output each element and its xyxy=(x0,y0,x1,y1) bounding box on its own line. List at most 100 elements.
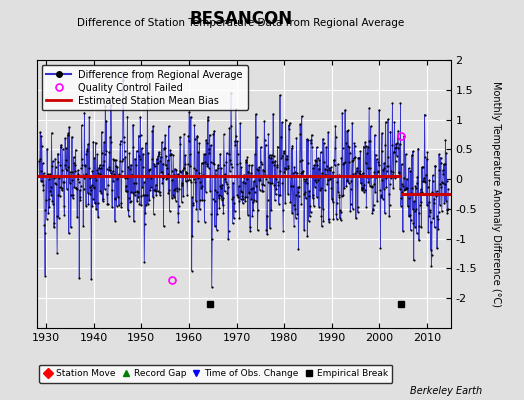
Point xyxy=(300,191,309,197)
Point xyxy=(97,189,105,196)
Point xyxy=(149,123,157,129)
Point xyxy=(155,149,163,155)
Point xyxy=(364,179,373,185)
Point xyxy=(75,193,84,200)
Point xyxy=(118,158,126,165)
Point xyxy=(75,275,83,281)
Point xyxy=(213,188,221,195)
Point xyxy=(398,189,407,196)
Point xyxy=(80,175,88,181)
Point xyxy=(331,145,339,151)
Point xyxy=(288,142,297,149)
Point xyxy=(222,150,231,156)
Point xyxy=(178,180,186,186)
Point xyxy=(60,203,68,210)
Point xyxy=(324,129,332,135)
Point xyxy=(418,188,427,195)
Point xyxy=(289,202,298,208)
Point xyxy=(374,168,382,174)
Point xyxy=(155,189,163,195)
Point xyxy=(65,124,73,130)
Point xyxy=(119,133,128,140)
Point xyxy=(368,210,377,217)
Point xyxy=(95,164,103,171)
Point xyxy=(334,161,342,168)
Point xyxy=(125,150,134,157)
Point xyxy=(417,224,425,231)
Point xyxy=(182,172,191,178)
Point xyxy=(78,162,86,168)
Point xyxy=(245,190,254,196)
Point xyxy=(241,179,249,186)
Point xyxy=(142,202,150,208)
Point xyxy=(138,184,146,191)
Point xyxy=(438,179,446,186)
Point xyxy=(101,151,109,158)
Point xyxy=(132,162,140,168)
Point xyxy=(164,190,172,196)
Point xyxy=(330,157,338,164)
Point xyxy=(401,186,409,192)
Point xyxy=(261,142,270,148)
Point xyxy=(296,131,304,137)
Point xyxy=(320,159,329,166)
Point xyxy=(313,162,322,168)
Point xyxy=(49,158,57,164)
Point xyxy=(258,188,267,194)
Point xyxy=(260,118,268,124)
Point xyxy=(343,128,351,134)
Point xyxy=(153,159,161,166)
Point xyxy=(372,174,380,181)
Point xyxy=(199,160,208,166)
Point xyxy=(203,117,212,124)
Point xyxy=(71,146,80,153)
Point xyxy=(336,216,345,223)
Text: BESANCON: BESANCON xyxy=(190,10,292,28)
Point xyxy=(341,106,350,113)
Point xyxy=(326,176,334,182)
Point xyxy=(61,165,70,172)
Point xyxy=(350,140,358,147)
Point xyxy=(209,131,217,137)
Point xyxy=(301,195,310,202)
Point xyxy=(354,154,363,161)
Point xyxy=(315,204,323,210)
Point xyxy=(362,143,370,149)
Point xyxy=(349,171,357,178)
Point xyxy=(387,172,396,178)
Point xyxy=(297,201,305,207)
Point xyxy=(266,225,274,231)
Point xyxy=(264,197,272,203)
Point xyxy=(405,165,413,172)
Point xyxy=(239,178,247,185)
Point xyxy=(227,164,236,170)
Point xyxy=(223,181,231,187)
Point xyxy=(151,186,159,193)
Point xyxy=(37,178,45,184)
Point xyxy=(62,156,71,163)
Point xyxy=(215,192,223,198)
Point xyxy=(302,176,310,182)
Point xyxy=(317,185,325,192)
Point xyxy=(203,139,211,146)
Point xyxy=(282,156,290,162)
Point xyxy=(233,161,241,167)
Point xyxy=(194,218,202,224)
Point xyxy=(262,176,270,182)
Point xyxy=(77,183,85,190)
Point xyxy=(442,197,450,204)
Point xyxy=(293,170,301,176)
Point xyxy=(35,173,43,179)
Point xyxy=(116,158,124,164)
Point xyxy=(66,180,74,186)
Point xyxy=(217,165,225,171)
Point xyxy=(248,213,256,220)
Point xyxy=(53,250,61,256)
Point xyxy=(119,76,127,83)
Point xyxy=(352,172,361,179)
Point xyxy=(239,172,248,178)
Point xyxy=(383,163,391,170)
Point xyxy=(423,202,431,208)
Point xyxy=(133,198,141,204)
Point xyxy=(327,164,335,170)
